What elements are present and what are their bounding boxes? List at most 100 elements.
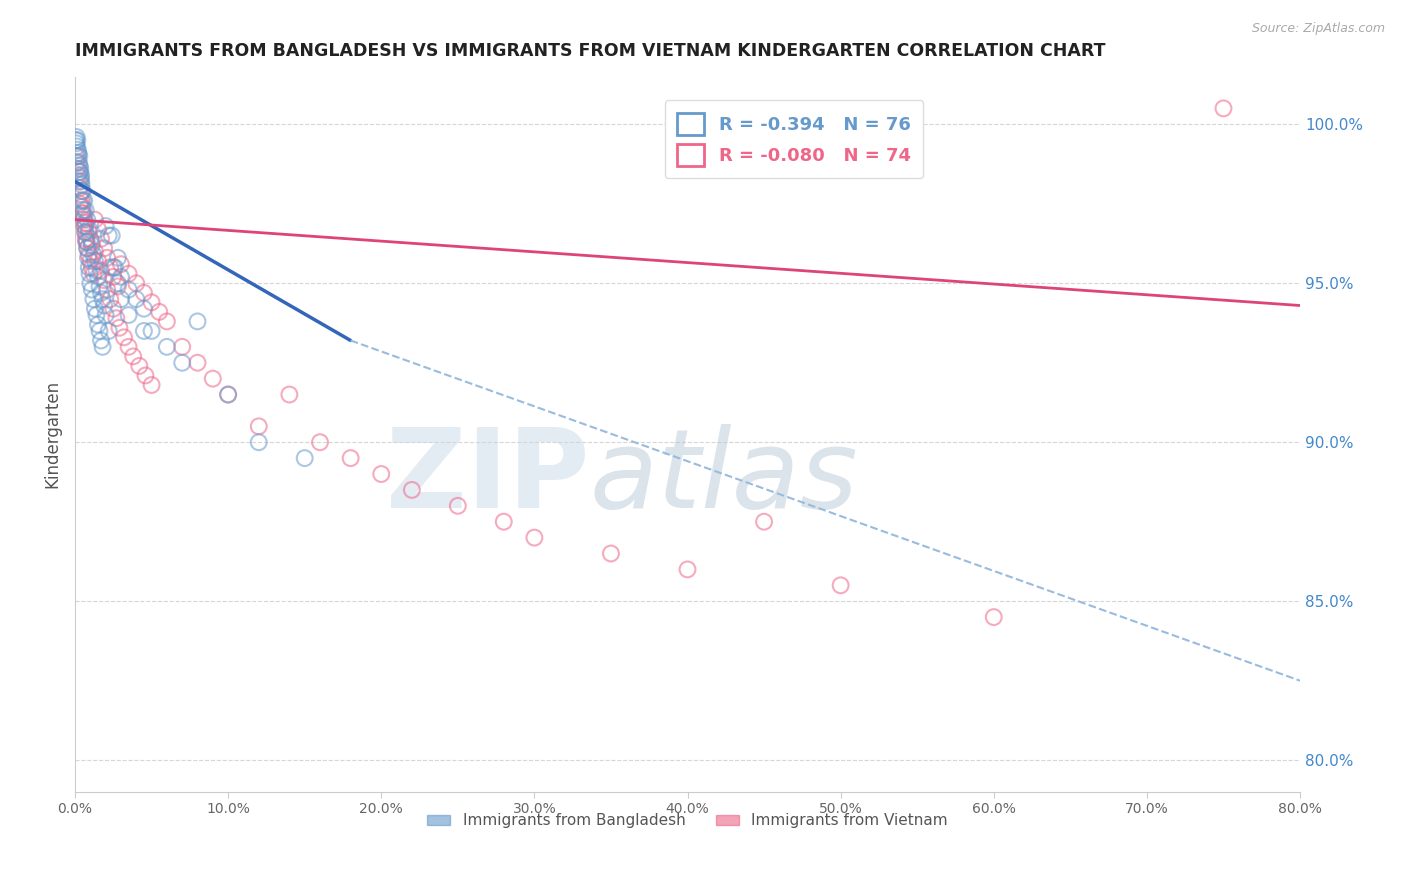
Point	[156, 314, 179, 328]
Point	[87, 254, 110, 268]
Point	[67, 145, 90, 160]
Point	[84, 301, 107, 316]
Point	[107, 251, 129, 265]
Point	[73, 226, 96, 240]
Point	[70, 178, 93, 192]
Point	[132, 324, 155, 338]
Point	[77, 247, 100, 261]
Point	[72, 203, 94, 218]
Point	[90, 285, 112, 300]
Point	[80, 235, 103, 249]
Point	[141, 295, 163, 310]
Point	[148, 305, 170, 319]
Point	[72, 184, 94, 198]
Point	[103, 260, 125, 275]
Point	[66, 143, 89, 157]
Text: IMMIGRANTS FROM BANGLADESH VS IMMIGRANTS FROM VIETNAM KINDERGARTEN CORRELATION C: IMMIGRANTS FROM BANGLADESH VS IMMIGRANTS…	[75, 42, 1105, 60]
Point	[69, 187, 91, 202]
Point	[125, 277, 148, 291]
Point	[65, 155, 87, 169]
Point	[73, 194, 96, 208]
Point	[84, 212, 107, 227]
Point	[76, 241, 98, 255]
Y-axis label: Kindergarten: Kindergarten	[44, 380, 60, 488]
Point	[67, 174, 90, 188]
Point	[79, 254, 101, 268]
Point	[94, 308, 117, 322]
Point	[70, 200, 93, 214]
Point	[82, 267, 104, 281]
Point	[79, 267, 101, 281]
Point	[96, 251, 118, 265]
Point	[84, 244, 107, 259]
Point	[72, 194, 94, 208]
Point	[77, 260, 100, 275]
Point	[110, 269, 132, 284]
Point	[172, 340, 194, 354]
Point	[112, 330, 135, 344]
Point	[90, 334, 112, 348]
Point	[676, 562, 699, 576]
Point	[65, 149, 87, 163]
Point	[217, 387, 239, 401]
Point	[141, 324, 163, 338]
Point	[96, 283, 118, 297]
Point	[80, 283, 103, 297]
Point	[79, 277, 101, 291]
Point	[75, 216, 97, 230]
Point	[103, 269, 125, 284]
Point	[93, 299, 115, 313]
Point	[66, 139, 89, 153]
Point	[110, 292, 132, 306]
Point	[80, 238, 103, 252]
Point	[100, 228, 122, 243]
Point	[73, 210, 96, 224]
Point	[89, 324, 111, 338]
Point	[186, 356, 208, 370]
Point	[105, 311, 128, 326]
Point	[110, 257, 132, 271]
Point	[66, 133, 89, 147]
Point	[80, 260, 103, 275]
Point	[117, 308, 139, 322]
Point	[156, 340, 179, 354]
Point	[69, 165, 91, 179]
Point	[86, 263, 108, 277]
Point	[82, 292, 104, 306]
Text: ZIP: ZIP	[387, 424, 589, 531]
Point	[117, 340, 139, 354]
Text: Source: ZipAtlas.com: Source: ZipAtlas.com	[1251, 22, 1385, 36]
Point	[70, 194, 93, 208]
Point	[117, 283, 139, 297]
Point	[97, 228, 120, 243]
Point	[69, 161, 91, 176]
Point	[103, 301, 125, 316]
Point	[76, 212, 98, 227]
Point	[69, 165, 91, 179]
Point	[65, 130, 87, 145]
Point	[600, 547, 623, 561]
Point	[98, 292, 121, 306]
Point	[247, 435, 270, 450]
Point	[117, 267, 139, 281]
Point	[90, 263, 112, 277]
Point	[217, 387, 239, 401]
Point	[93, 273, 115, 287]
Point	[278, 387, 301, 401]
Point	[830, 578, 852, 592]
Point	[76, 235, 98, 249]
Point	[87, 269, 110, 284]
Point	[70, 184, 93, 198]
Point	[69, 159, 91, 173]
Point	[67, 149, 90, 163]
Point	[65, 136, 87, 151]
Point	[122, 350, 145, 364]
Point	[69, 196, 91, 211]
Point	[79, 232, 101, 246]
Point	[983, 610, 1005, 624]
Point	[82, 247, 104, 261]
Point	[67, 149, 90, 163]
Point	[201, 371, 224, 385]
Point	[89, 279, 111, 293]
Legend: Immigrants from Bangladesh, Immigrants from Vietnam: Immigrants from Bangladesh, Immigrants f…	[422, 807, 953, 834]
